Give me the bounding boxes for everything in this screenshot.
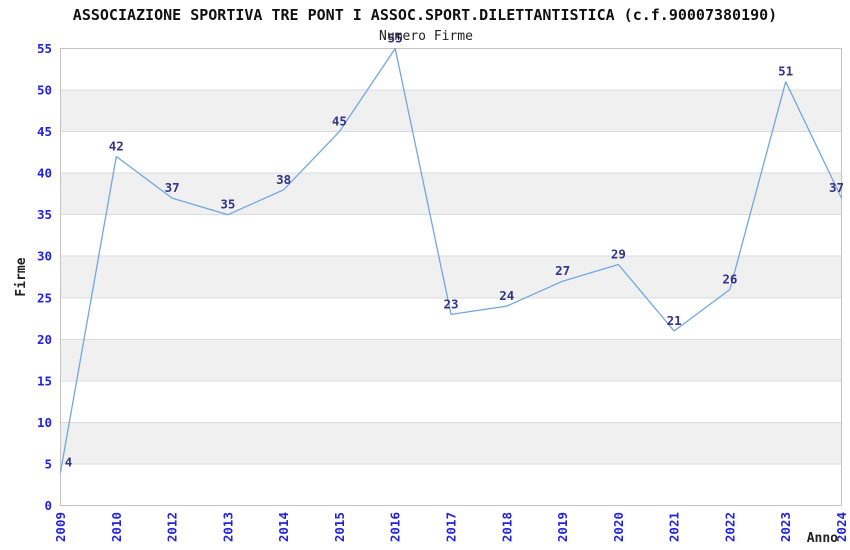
data-label: 4: [65, 454, 73, 469]
plot-band: [60, 90, 842, 132]
y-tick-label: 10: [37, 415, 52, 430]
y-tick-label: 30: [37, 249, 52, 264]
x-tick-label: 2023: [778, 512, 793, 542]
plot-bands: [60, 90, 842, 464]
data-label: 35: [220, 197, 235, 212]
data-label: 21: [667, 313, 682, 328]
data-labels: 4 42 37 35 38 45 55 23 24 27 29 21 26 51 37: [65, 31, 844, 470]
x-tick-label: 2014: [276, 512, 291, 542]
x-tick-label: 2021: [667, 512, 682, 542]
y-tick-label: 55: [37, 41, 52, 56]
plot-band: [60, 422, 842, 464]
y-tick-label: 45: [37, 124, 52, 139]
x-tick-labels: 2009 2010 2012 2013 2014 2015 2016 2017 2018 2019…: [53, 512, 849, 542]
data-label: 23: [443, 296, 458, 311]
y-tick-label: 50: [37, 83, 52, 98]
y-tick-labels: 0 5 10 15 20 25 30 35 40 45 50 55: [37, 41, 52, 513]
y-tick-label: 25: [37, 290, 52, 305]
data-label: 29: [611, 247, 626, 262]
data-label: 37: [165, 180, 180, 195]
data-label: 38: [276, 172, 291, 187]
series-line: [59, 47, 843, 473]
plot-band: [60, 173, 842, 215]
data-label: 42: [109, 139, 124, 154]
chart-subtitle: Numero Firme: [379, 29, 473, 44]
x-tick-label: 2024: [834, 512, 849, 542]
y-tick-label: 35: [37, 207, 52, 222]
data-label: 51: [778, 64, 793, 79]
x-tick-label: 2012: [165, 512, 180, 542]
data-label: 27: [555, 263, 570, 278]
data-label: 37: [829, 180, 844, 195]
y-tick-label: 0: [44, 498, 52, 513]
y-tick-label: 20: [37, 332, 52, 347]
y-tick-label: 15: [37, 373, 52, 388]
chart-title: ASSOCIAZIONE SPORTIVA TRE PONT I ASSOC.S…: [73, 6, 777, 24]
x-tick-label: 2010: [109, 512, 124, 542]
x-tick-label: 2020: [611, 512, 626, 542]
x-axis-title: Anno: [807, 531, 838, 546]
plot-band: [60, 256, 842, 298]
x-tick-label: 2009: [53, 512, 68, 542]
x-tick-label: 2013: [220, 512, 235, 542]
x-tick-label: 2017: [444, 512, 459, 542]
x-tick-label: 2016: [388, 512, 403, 542]
data-label: 45: [332, 114, 347, 129]
x-tick-label: 2019: [555, 512, 570, 542]
x-tick-label: 2018: [499, 512, 514, 542]
data-label: 55: [388, 31, 403, 46]
y-axis-title: Firme: [14, 257, 29, 296]
data-label: 24: [499, 288, 514, 303]
data-label: 26: [722, 272, 737, 287]
y-tick-label: 40: [37, 166, 52, 181]
plot-border: [60, 48, 842, 506]
plot-band: [60, 339, 842, 381]
x-tick-label: 2015: [332, 512, 347, 542]
y-tick-label: 5: [44, 456, 52, 471]
x-tick-label: 2022: [722, 512, 737, 542]
